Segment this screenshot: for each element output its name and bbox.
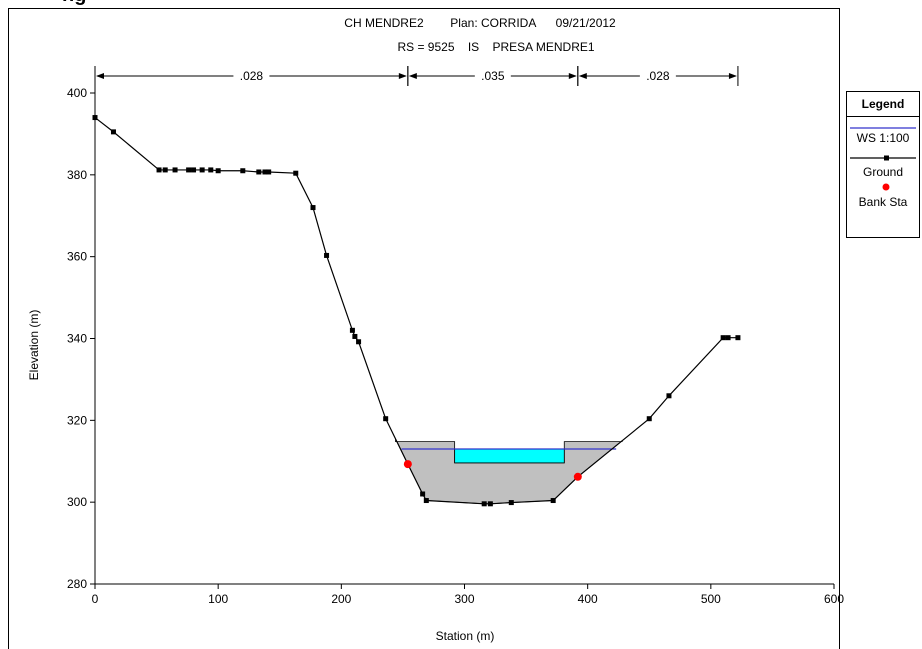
clipped-header-text: ng: [0, 0, 922, 18]
ground-point: [186, 167, 192, 173]
ground-point: [349, 327, 355, 333]
ground-point: [266, 169, 272, 175]
mannings-arrowhead: [96, 73, 104, 79]
ground-point: [423, 498, 429, 504]
ground-point: [646, 416, 652, 422]
ground-point: [110, 129, 116, 135]
x-tick-label: 100: [208, 592, 228, 606]
ground-point: [356, 339, 362, 345]
mannings-arrowhead: [568, 73, 577, 79]
bank-stations-layer: [403, 460, 582, 481]
ground-layer: [92, 115, 741, 507]
legend-title: Legend: [847, 92, 919, 117]
y-tick-label: 340: [67, 332, 87, 346]
ground-point: [481, 501, 487, 507]
y-tick-label: 280: [67, 577, 87, 591]
axes-layer: 280 300 320 340 360 380 400 0 100 200 300 400 500 600: [67, 83, 844, 606]
ground-point: [508, 500, 514, 506]
x-tick-label: 300: [454, 592, 474, 606]
ground-point: [487, 501, 493, 507]
mannings-arrowhead: [408, 73, 417, 79]
ground-point: [199, 167, 205, 173]
ground-point: [215, 168, 221, 174]
y-tick-label: 320: [67, 413, 87, 427]
legend: Legend WS 1:100 Ground Bank Sta: [846, 91, 920, 238]
legend-symbols: [850, 127, 916, 191]
ground-point: [735, 335, 741, 341]
ground-point: [191, 167, 197, 173]
mannings-label: .028: [240, 69, 264, 83]
ground-point: [172, 167, 178, 173]
y-tick-label: 360: [67, 250, 87, 264]
ground-point: [725, 335, 731, 341]
ground-point: [262, 169, 268, 175]
mannings-layer: .028 .035 .028: [94, 66, 739, 86]
ground-point: [420, 491, 426, 497]
legend-ground-marker: [884, 155, 889, 161]
legend-bank-marker: [882, 183, 890, 191]
ground-point: [293, 170, 299, 176]
ground-point: [310, 205, 316, 211]
ground-point: [324, 252, 330, 258]
legend-entry-ground: Ground: [862, 165, 904, 179]
y-axis-label: Elevation (m): [27, 310, 41, 381]
y-tick-label: 300: [67, 495, 87, 509]
plot-frame: [8, 8, 840, 649]
ground-point: [162, 167, 168, 173]
ground-point: [208, 167, 214, 173]
y-tick-label: 380: [67, 168, 87, 182]
mannings-label: .028: [646, 69, 670, 83]
x-tick-label: 600: [824, 592, 844, 606]
x-tick-label: 200: [331, 592, 351, 606]
ground-point: [720, 335, 726, 341]
ground-point: [666, 393, 672, 399]
chart-title: CH MENDRE2 Plan: CORRIDA 09/21/2012: [344, 16, 616, 30]
x-axis-label: Station (m): [436, 629, 495, 643]
mannings-arrowhead: [728, 73, 737, 79]
legend-entry-bank-sta: Bank Sta: [858, 195, 908, 209]
ground-point: [352, 333, 358, 339]
bank-station-point: [403, 460, 412, 469]
bank-station-point: [573, 472, 582, 481]
ground-point: [92, 115, 98, 121]
mannings-arrowhead: [398, 73, 407, 79]
structure-layer: [401, 448, 617, 464]
x-tick-label: 500: [701, 592, 721, 606]
ground-point: [383, 416, 389, 422]
legend-entry-ws: WS 1:100: [856, 131, 910, 145]
mannings-label: .035: [481, 69, 505, 83]
mannings-arrowhead: [578, 73, 587, 79]
ground-point: [256, 169, 262, 175]
ground-point: [156, 167, 162, 173]
x-tick-label: 400: [578, 592, 598, 606]
ground-point: [550, 498, 556, 504]
deck-opening: [454, 448, 565, 464]
y-tick-label: 400: [67, 86, 87, 100]
chart-subtitle: RS = 9525 IS PRESA MENDRE1: [397, 40, 594, 54]
ground-point: [240, 168, 246, 174]
x-tick-label: 0: [92, 592, 99, 606]
